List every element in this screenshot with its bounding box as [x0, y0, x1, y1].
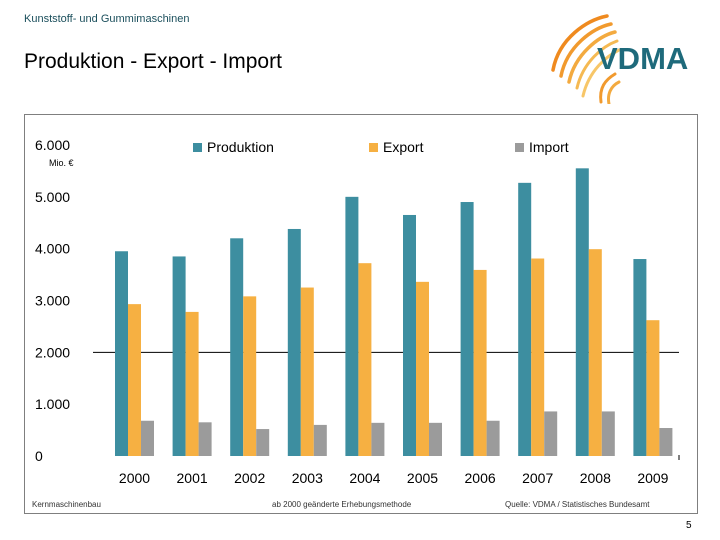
axis-layer: 0 1.000 2.000 3.000 4.000 5.000 6.000 Mio. € 200… [35, 137, 680, 486]
bar-export-2003 [300, 287, 314, 456]
y-tick-label: 0 [35, 448, 43, 464]
legend-swatch-export [369, 143, 378, 152]
bar-produktion-2004 [345, 196, 359, 456]
x-tick-label: 2006 [465, 470, 496, 486]
bar-produktion-2000 [115, 251, 128, 456]
bar-import-2009 [659, 428, 673, 456]
y-tick-label: 5.000 [35, 189, 70, 205]
bar-export-2000 [128, 304, 141, 456]
y-tick-label: 4.000 [35, 241, 70, 257]
x-tick-label: 2008 [580, 470, 611, 486]
bar-produktion-2003 [287, 228, 301, 456]
bar-import-2005 [429, 422, 442, 456]
x-tick-label: 2007 [522, 470, 553, 486]
legend-label-export: Export [383, 139, 424, 155]
bar-import-2002 [256, 429, 270, 456]
bar-import-2004 [371, 422, 385, 456]
x-tick-label: 2009 [637, 470, 668, 486]
x-tick-label: 2001 [177, 470, 208, 486]
bar-export-2006 [473, 269, 487, 456]
x-tick-label: 2004 [349, 470, 380, 486]
bar-export-2005 [416, 281, 429, 456]
bar-export-2009 [646, 320, 660, 456]
vdma-logo-graphic: VDMA [551, 14, 688, 106]
bar-export-2001 [185, 311, 199, 456]
logo-text: VDMA [597, 41, 688, 76]
bar-export-2004 [358, 263, 372, 456]
bar-produktion-2002 [230, 238, 244, 456]
footer-center-note: ab 2000 geänderte Erhebungsmethode [272, 500, 412, 509]
bar-export-2007 [531, 258, 545, 456]
legend: Produktion Export Import [193, 139, 569, 155]
x-tick-label: 2005 [407, 470, 438, 486]
slide-title: Produktion - Export - Import [24, 50, 282, 73]
page-number: 5 [686, 520, 692, 531]
slide-subtitle: Kunststoff- und Gummimaschinen [24, 13, 190, 25]
x-tick-label: 2002 [234, 470, 265, 486]
footer-source-note: Quelle: VDMA / Statistisches Bundesamt [505, 500, 650, 509]
bar-export-2002 [243, 296, 257, 456]
unit-label: Mio. € [49, 158, 74, 168]
bar-export-2008 [588, 249, 602, 456]
bar-import-2003 [313, 424, 327, 456]
legend-swatch-produktion [193, 143, 202, 152]
bar-produktion-2006 [460, 202, 474, 456]
legend-swatch-import [515, 143, 524, 152]
y-tick-label: 3.000 [35, 293, 70, 309]
bar-produktion-2001 [172, 256, 186, 456]
y-tick-label: 6.000 [35, 137, 70, 153]
bar-produktion-2007 [518, 182, 532, 457]
y-tick-label: 2.000 [35, 344, 70, 360]
bars-layer [115, 168, 673, 457]
legend-label-produktion: Produktion [207, 139, 274, 155]
vdma-logo: VDMA [545, 8, 705, 109]
x-tick-label: 2003 [292, 470, 323, 486]
bar-produktion-2005 [403, 214, 416, 456]
y-tick-label: 1.000 [35, 396, 70, 412]
x-tick-label: 2000 [119, 470, 150, 486]
bar-import-2001 [198, 422, 212, 456]
bar-import-2000 [141, 420, 154, 456]
footer-left-note: Kernmaschinenbau [32, 500, 101, 509]
bar-produktion-2009 [633, 259, 647, 456]
bar-import-2008 [601, 411, 615, 456]
bar-import-2006 [486, 420, 500, 456]
legend-label-import: Import [529, 139, 569, 155]
bar-produktion-2008 [575, 168, 589, 456]
bar-chart: 0 1.000 2.000 3.000 4.000 5.000 6.000 Mio. € 200… [35, 137, 680, 486]
chart-frame: 0 1.000 2.000 3.000 4.000 5.000 6.000 Mio. € 200… [24, 114, 698, 514]
bar-import-2007 [544, 411, 558, 456]
